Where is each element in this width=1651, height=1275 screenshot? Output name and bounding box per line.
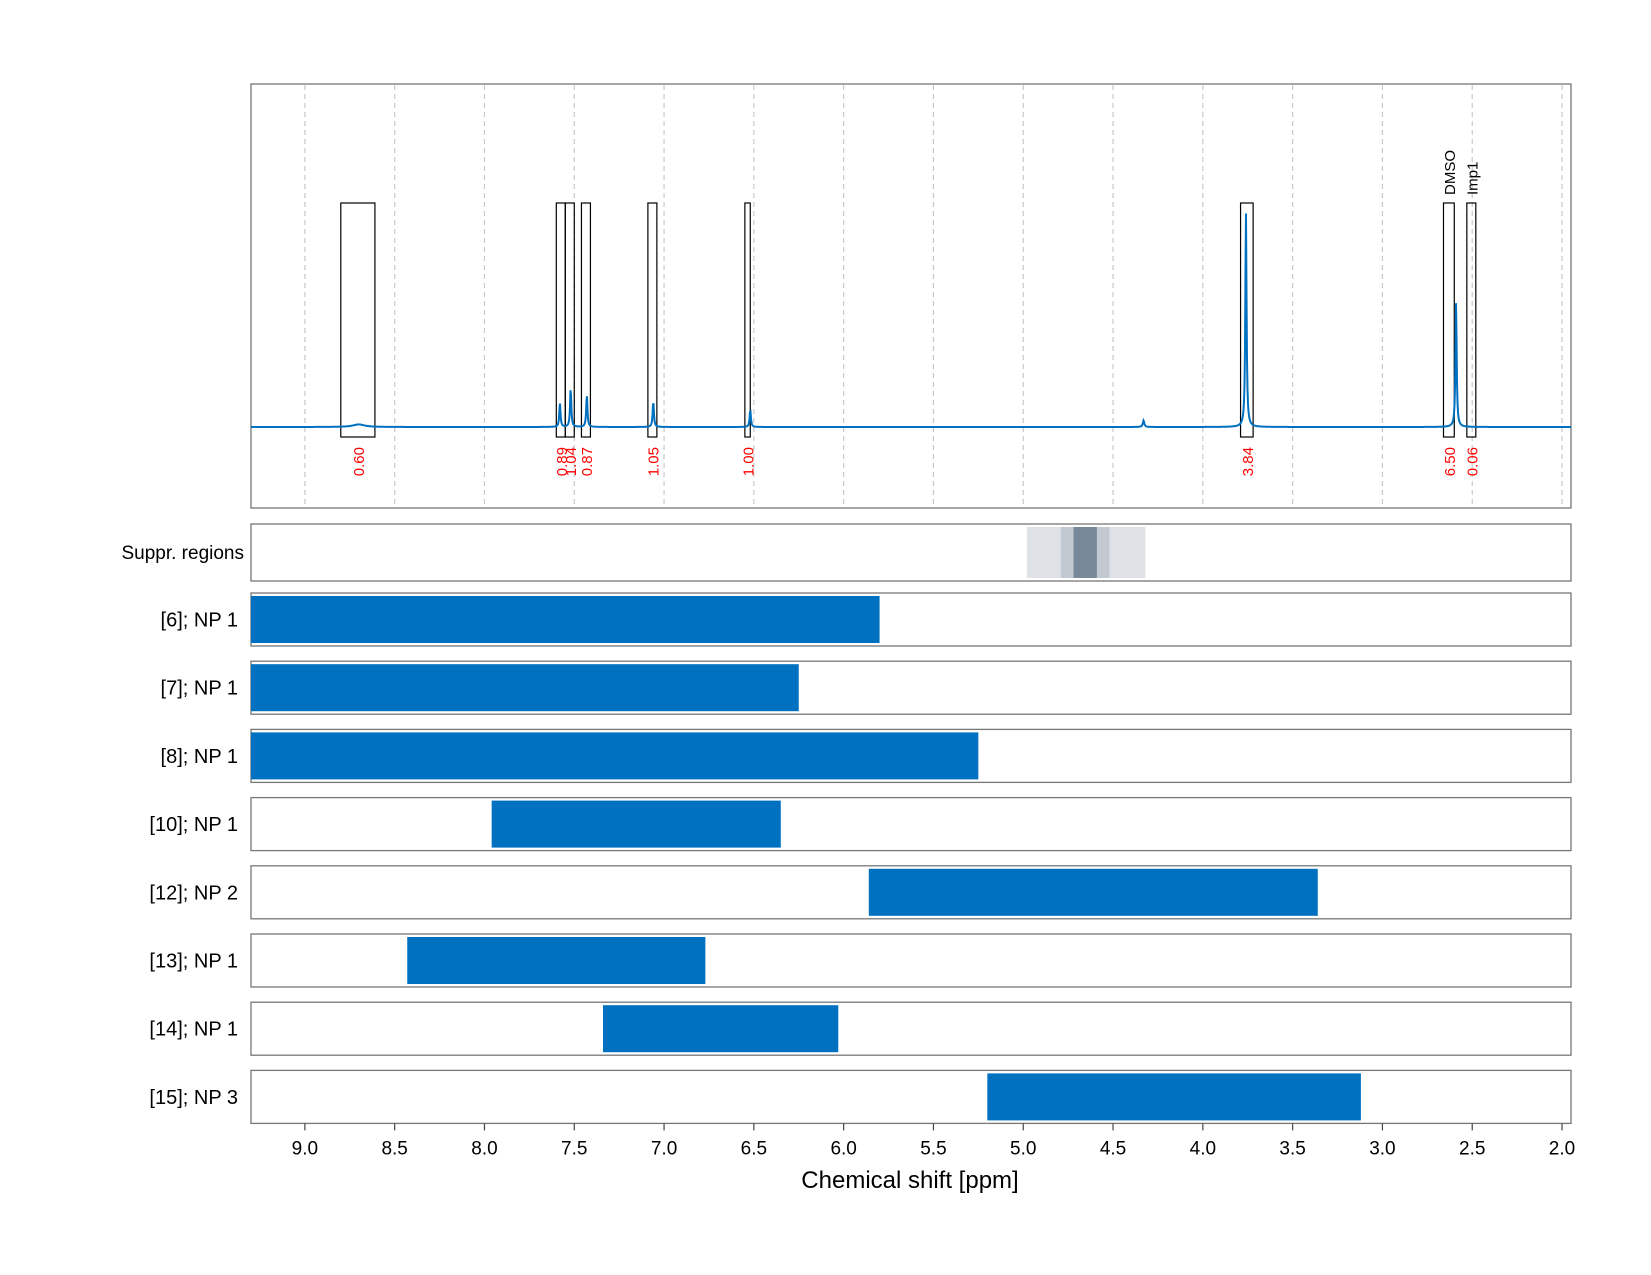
suppression-region [1026,527,1146,578]
bar-label: [15]; NP 3 [149,1087,238,1109]
suppression-region [1060,527,1110,578]
bar-label: [13]; NP 1 [149,951,238,973]
integral-value: 1.00 [741,447,758,476]
x-tick-label: 8.0 [471,1138,497,1159]
spectrum-frame [250,83,1572,509]
x-tick-label: 4.5 [1100,1138,1126,1159]
range-bar [251,596,880,643]
integral-value: 0.87 [579,447,596,476]
integral-box [580,202,592,438]
x-tick-label: 7.0 [651,1138,677,1159]
integral-value: 0.60 [351,447,368,476]
x-tick-label: 6.5 [741,1138,767,1159]
bars-layer: [6]; NP 1 [7]; NP 1 [8]; NP 1 [10]; NP 1 [12… [149,592,1572,1125]
grid-layer [304,85,1563,507]
integral-box [564,202,575,438]
x-axis: Chemical shift [ppm] 9.0 8.5 8.0 7.5 7.0 6.5 6… [292,1123,1575,1194]
x-tick-label: 5.0 [1010,1138,1036,1159]
x-tick-label: 4.0 [1190,1138,1216,1159]
integral-value: 0.89 [554,447,571,476]
bar-label: [6]; NP 1 [161,610,238,632]
integral-box [1239,202,1254,438]
integral-value: 1.05 [645,447,662,476]
x-tick-label: 2.5 [1459,1138,1485,1159]
bar-label: [12]; NP 2 [149,882,238,904]
integral-value: 3.84 [1240,447,1257,476]
bar-row-frame [250,796,1572,852]
range-bar [868,868,1318,916]
x-tick-label: 8.5 [381,1138,407,1159]
integral-label: Imp1 [1464,162,1481,195]
integral-label: DMSO [1442,150,1459,195]
range-bar [603,1005,839,1053]
integral-box [1442,202,1455,438]
bar-row-frame [250,933,1572,988]
bar-row-frame [250,1001,1572,1056]
integral-box [340,202,376,438]
x-tick-label: 5.5 [920,1138,946,1159]
range-bar [491,800,781,848]
integral-box [744,202,751,438]
suppression-region [1073,527,1097,578]
bar-label: [10]; NP 1 [149,814,238,836]
spectrum-line [251,213,1571,428]
range-bar [251,664,799,712]
x-tick-label: 3.5 [1279,1138,1305,1159]
x-tick-label: 7.5 [561,1138,587,1159]
range-bar [407,937,706,984]
spectrum-panel: 0.60 0.891.04 0.87 1.05 1.00 3.84 6.50 DMSO 0.06… [250,83,1572,509]
bar-label: [7]; NP 1 [161,678,238,700]
x-tick-label: 9.0 [292,1138,318,1159]
integral-value: 0.06 [1464,447,1481,476]
integral-box [1466,202,1477,438]
integral-box [555,202,566,438]
x-axis-label: Chemical shift [ppm] [801,1167,1018,1194]
x-tick-label: 6.0 [830,1138,856,1159]
suppression-label: Suppr. regions [121,543,244,564]
range-bar [251,732,979,780]
range-bar [987,1073,1361,1121]
bar-row-frame [250,865,1572,920]
integral-value: 6.50 [1442,447,1459,476]
suppression-frame [250,523,1572,582]
bar-label: [8]; NP 1 [161,746,238,768]
integral-box [647,202,658,438]
bar-label: [14]; NP 1 [149,1019,238,1041]
integral-layer: 0.60 0.891.04 0.87 1.05 1.00 3.84 6.50 DMSO 0.06… [340,150,1481,476]
suppression-panel: Suppr. regions [121,523,1572,582]
x-tick-label: 2.0 [1549,1138,1575,1159]
integral-value: 1.04 [563,447,580,476]
bar-row-frame [250,1069,1572,1125]
x-tick-label: 3.0 [1369,1138,1395,1159]
